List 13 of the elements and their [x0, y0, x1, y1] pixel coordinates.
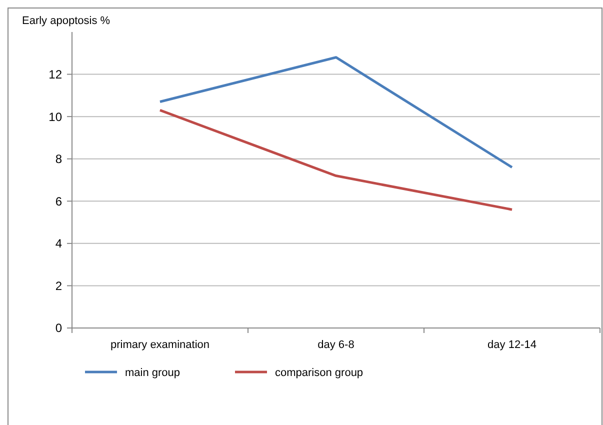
x-tick-label: day 12-14 — [488, 339, 536, 351]
y-tick-label: 8 — [55, 152, 62, 166]
y-tick-label: 0 — [55, 321, 62, 336]
y-tick-label: 4 — [55, 236, 62, 251]
x-tick-label: primary examination — [110, 339, 210, 351]
x-tick-label: day 6-8 — [318, 339, 354, 351]
y-tick-label: 6 — [55, 194, 62, 208]
legend-label: comparison group — [275, 366, 364, 379]
y-tick-label: 2 — [55, 278, 62, 293]
y-axis-title: Early apoptosis % — [22, 15, 110, 27]
y-tick-label: 12 — [48, 67, 62, 82]
y-tick-label: 10 — [48, 110, 62, 124]
legend-label: main group — [125, 366, 180, 379]
